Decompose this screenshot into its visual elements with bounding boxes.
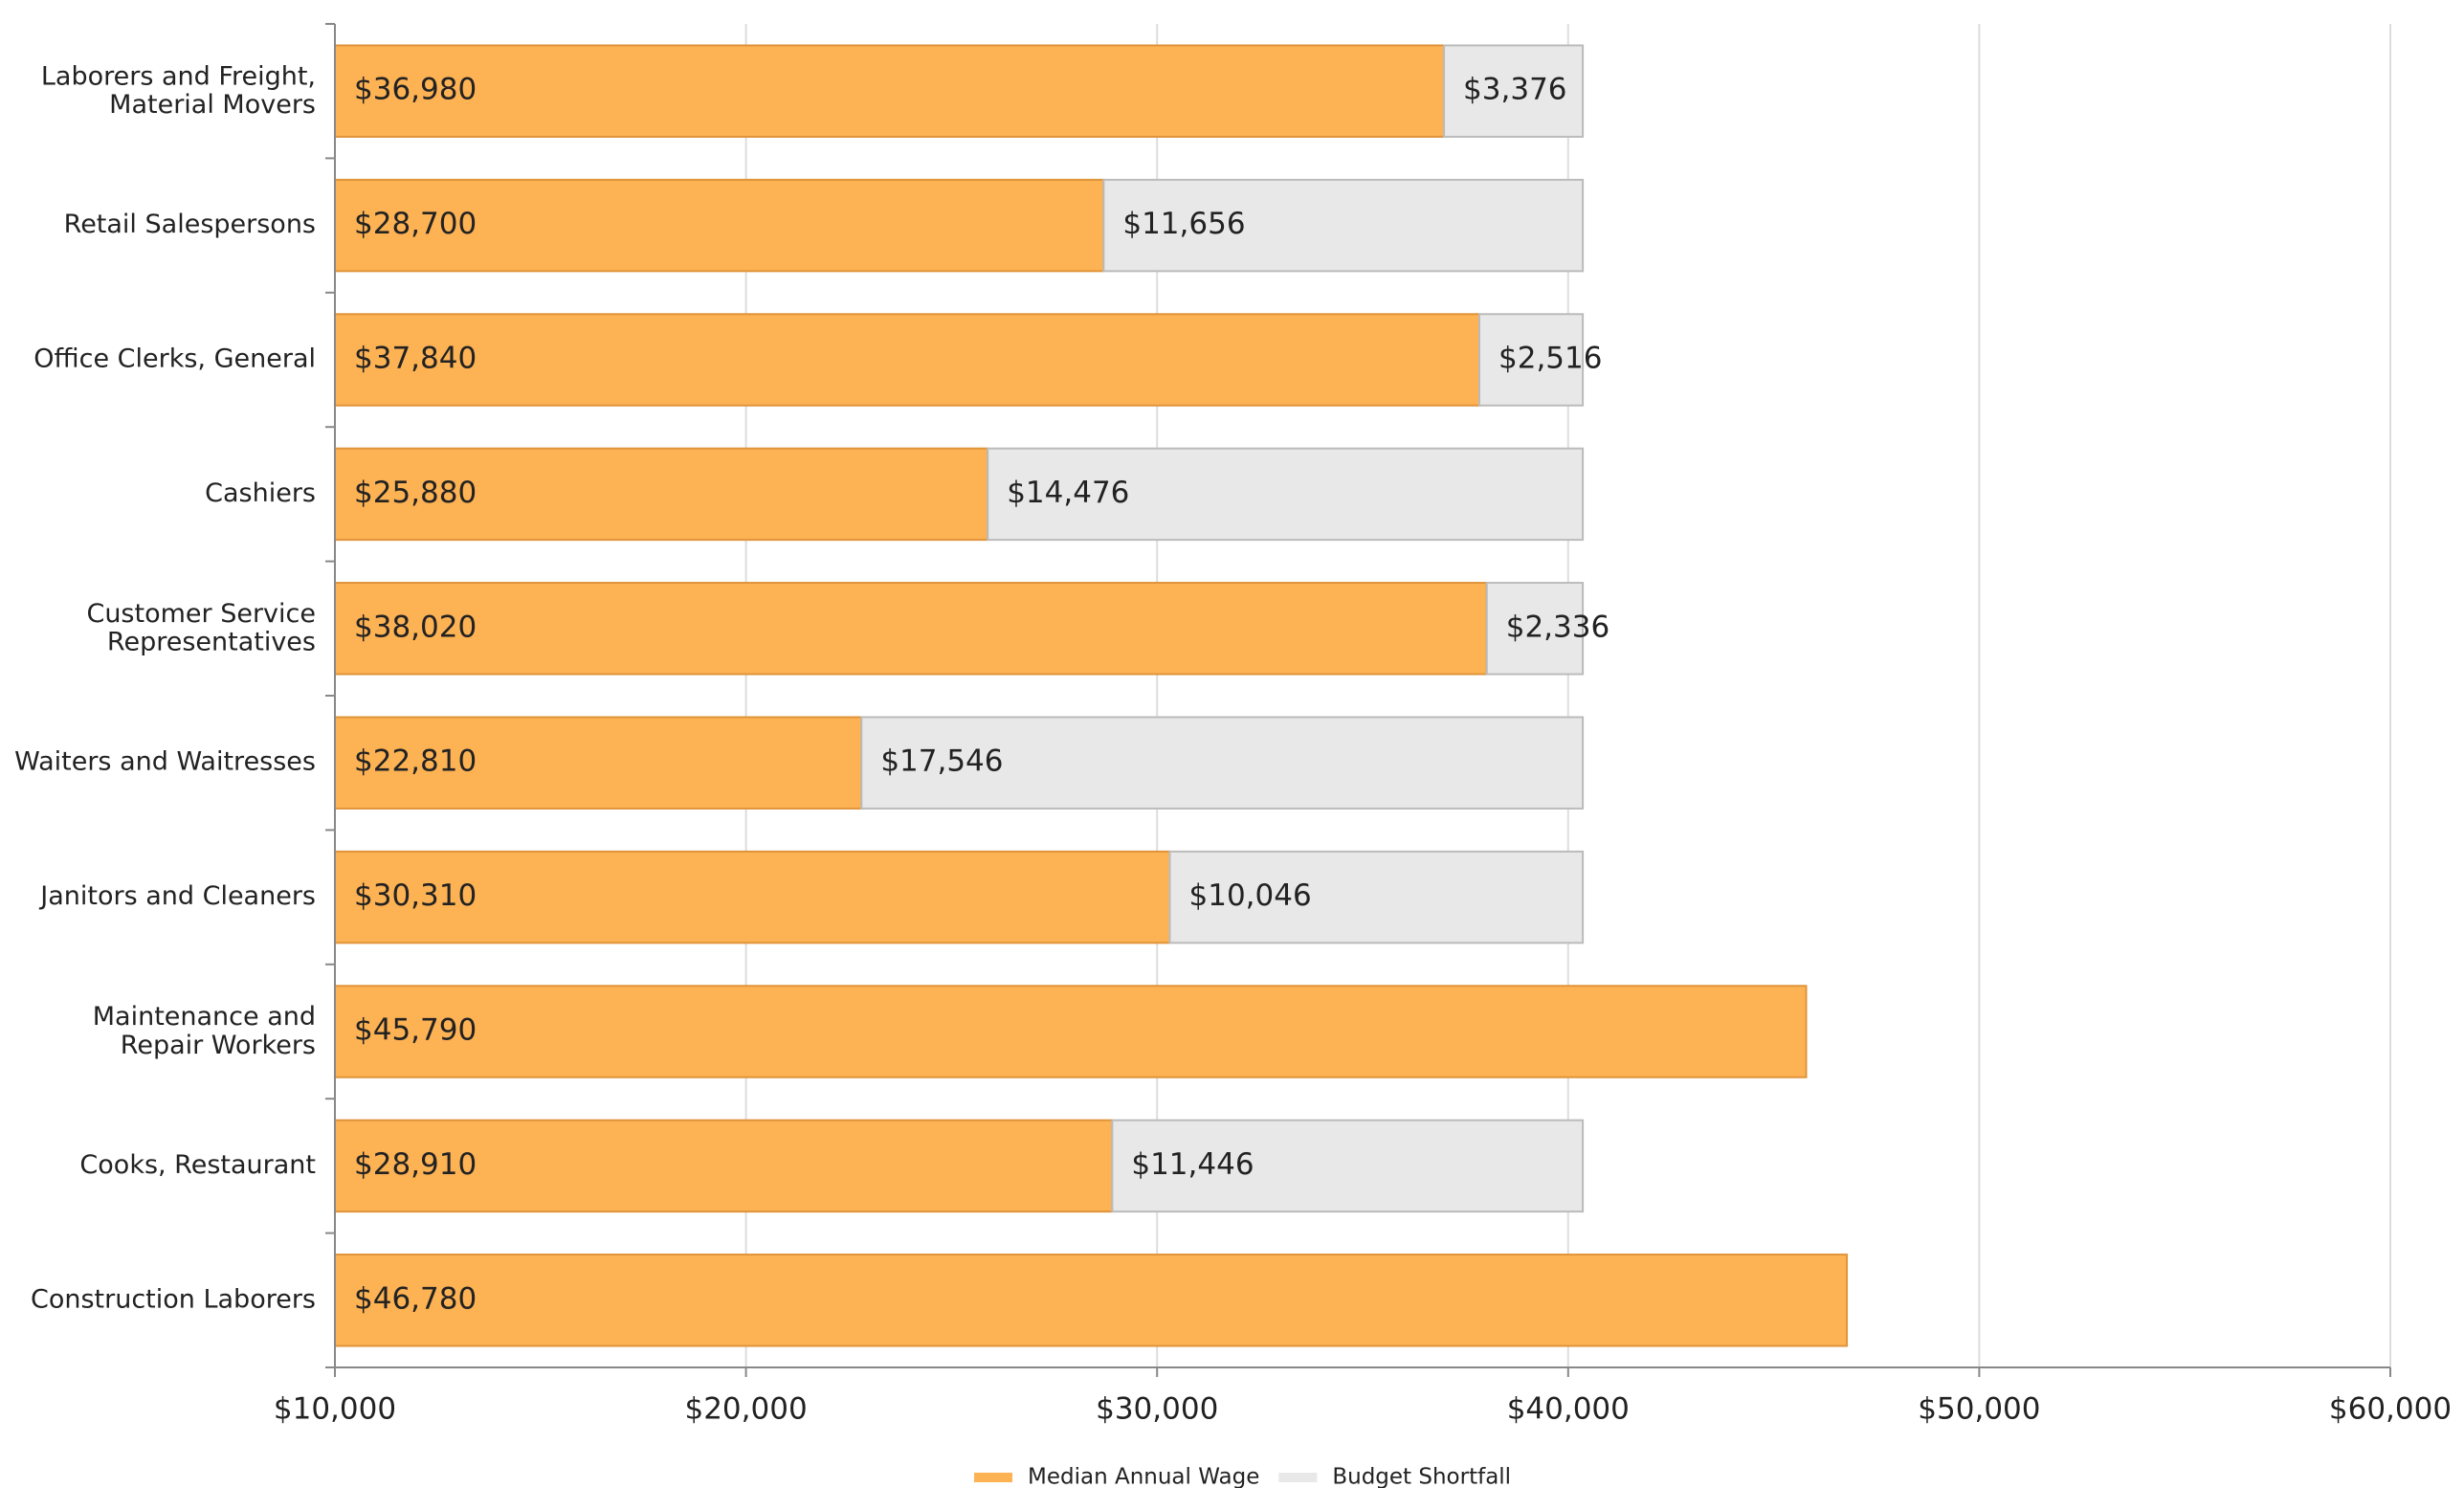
value-label: $28,910 xyxy=(354,1147,477,1182)
y-tick-label: Cashiers xyxy=(205,478,316,508)
bar-segment xyxy=(334,1254,1849,1347)
y-tick-label: Maintenance and Repair Workers xyxy=(93,1002,316,1060)
y-tick-label: Cooks, Restaurant xyxy=(79,1150,316,1180)
x-tick-label: $10,000 xyxy=(274,1392,396,1427)
y-tick-label: Retail Salespersons xyxy=(64,210,316,239)
value-label: $11,446 xyxy=(1131,1147,1254,1182)
value-label: $38,020 xyxy=(354,610,477,644)
bar-segment xyxy=(987,447,1585,542)
bar-segment xyxy=(334,850,1171,944)
y-tick-label: Construction Laborers xyxy=(31,1284,316,1314)
y-tick-label: Janitors and Cleaners xyxy=(38,881,316,911)
value-label: $30,310 xyxy=(354,878,477,913)
bar-segment xyxy=(334,716,863,810)
value-label: $2,336 xyxy=(1506,610,1609,644)
value-label: $46,780 xyxy=(354,1281,477,1316)
value-label: $11,656 xyxy=(1122,207,1245,241)
value-label: $14,476 xyxy=(1007,476,1129,510)
bar-segment xyxy=(1485,582,1585,676)
bar-segment xyxy=(1102,178,1585,273)
bar-segment xyxy=(334,313,1481,407)
value-label: $25,880 xyxy=(354,476,477,510)
value-label: $17,546 xyxy=(880,744,1003,779)
y-tick-label: Office Clerks, General xyxy=(33,344,316,374)
legend-label: Budget Shortfall xyxy=(1332,1465,1511,1488)
legend-swatch xyxy=(1278,1473,1318,1482)
y-tick-label: Laborers and Freight, Material Movers xyxy=(41,61,316,120)
x-tick-label: $60,000 xyxy=(2329,1392,2452,1427)
bar-segment xyxy=(334,447,989,542)
value-label: $45,790 xyxy=(354,1013,477,1048)
bar-segment xyxy=(334,44,1446,138)
value-label: $10,046 xyxy=(1189,878,1312,913)
bar-segment xyxy=(334,985,1808,1078)
y-tick-label: Waiters and Waitresses xyxy=(14,747,316,777)
value-label: $3,376 xyxy=(1463,73,1566,107)
value-label: $28,700 xyxy=(354,207,477,241)
value-label: $36,980 xyxy=(354,73,477,107)
bar-segment xyxy=(1168,850,1585,944)
bar-segment xyxy=(334,582,1488,676)
value-label: $37,840 xyxy=(354,342,477,376)
bar-segment xyxy=(1478,313,1585,407)
legend-label: Median Annual Wage xyxy=(1028,1465,1259,1488)
value-label: $2,516 xyxy=(1498,342,1602,376)
bar-segment xyxy=(334,1119,1114,1213)
x-tick-label: $20,000 xyxy=(684,1392,807,1427)
x-tick-label: $50,000 xyxy=(1918,1392,2040,1427)
bar-segment xyxy=(1443,44,1585,138)
value-label: $22,810 xyxy=(354,744,477,779)
x-tick-label: $40,000 xyxy=(1507,1392,1630,1427)
x-tick-label: $30,000 xyxy=(1096,1392,1218,1427)
legend-swatch xyxy=(974,1473,1012,1482)
y-tick-label: Customer Service Representatives xyxy=(86,598,316,656)
bar-segment xyxy=(1111,1119,1585,1213)
bar-segment xyxy=(860,716,1585,810)
